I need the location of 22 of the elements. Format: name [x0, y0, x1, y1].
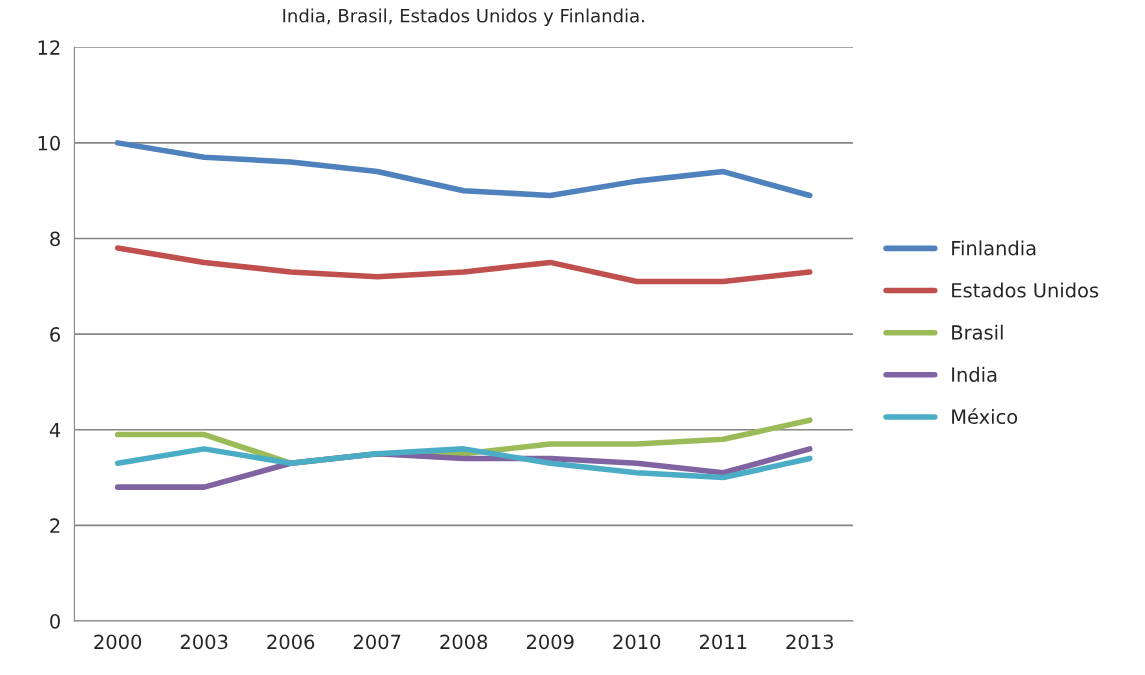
x-tick-label: 2007 [353, 634, 401, 650]
x-tick-label: 2003 [180, 634, 228, 650]
x-tick-label: 2008 [440, 634, 488, 650]
y-tick-label: 8 [50, 231, 60, 247]
x-tick-label: 2000 [94, 634, 142, 650]
y-tick-label: 0 [50, 613, 60, 629]
y-tick-label: 10 [38, 135, 60, 151]
x-tick-label: 2011 [699, 634, 747, 650]
y-tick-label: 2 [50, 518, 60, 533]
y-tick-label: 4 [49, 422, 61, 438]
x-tick-label: 2006 [267, 634, 315, 650]
chart-title: India, Brasil, Estados Unidos y Finlandia. [283, 8, 644, 27]
legend-label: México [952, 408, 1018, 425]
legend-label: Finlandia [952, 240, 1036, 256]
legend-label: Estados Unidos [952, 282, 1099, 298]
legend-label: Brasil [952, 324, 1003, 340]
legend-label: India [952, 366, 997, 382]
x-tick-label: 2010 [613, 634, 661, 650]
y-tick-label: 12 [38, 40, 60, 55]
y-tick-label: 6 [50, 327, 61, 342]
x-tick-label: 2013 [786, 634, 833, 650]
x-tick-label: 2009 [526, 634, 574, 650]
